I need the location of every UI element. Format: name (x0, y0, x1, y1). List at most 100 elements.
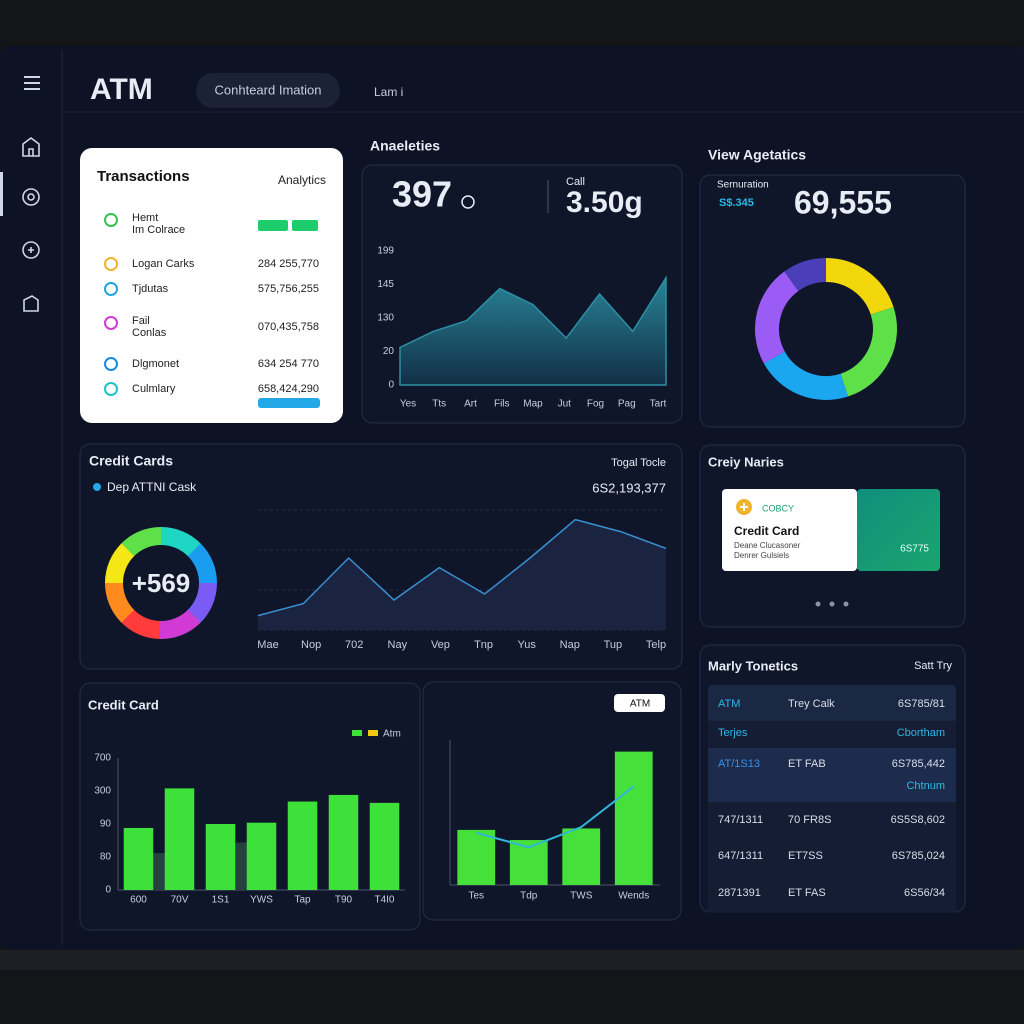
row-icon (104, 282, 118, 296)
x-tick-label: Art (464, 399, 477, 410)
carousel-dots[interactable] (815, 601, 849, 607)
table-title: Marly Tonetics (708, 658, 798, 673)
table-cell: 2871391 (718, 887, 761, 899)
rainbow-segment (105, 581, 135, 623)
x-tick-label: Tes (468, 891, 484, 902)
table-cell: 6S785,442 (892, 758, 945, 770)
legend-swatch (352, 730, 362, 736)
x-tick-label: Yes (400, 399, 416, 410)
table-cell: Cbortham (897, 727, 945, 739)
table-cell: 6S785/81 (898, 698, 945, 710)
credit-cards-title: Credit Cards (89, 453, 173, 469)
x-tick-label: TWS (570, 891, 593, 902)
row-icon (104, 382, 118, 396)
table-cell: 6S56/34 (904, 887, 945, 899)
table-cell: Terjes (718, 727, 748, 739)
row-icon (104, 316, 118, 330)
view-sub: S$.345 (719, 197, 754, 209)
table-cell: 6S5S8,602 (891, 814, 945, 826)
mix-pill[interactable] (614, 694, 665, 712)
x-tick-label: Nap (560, 639, 580, 651)
bar (369, 802, 400, 890)
line (257, 518, 667, 617)
y-tick-label: 145 (377, 279, 394, 290)
row-label: Dlgmonet (132, 358, 179, 370)
donut-segment (755, 271, 799, 364)
donut-segment (784, 258, 827, 292)
menu-icon[interactable] (24, 76, 40, 90)
x-tick-label: Tdp (520, 891, 538, 902)
row-label: Hemt (132, 212, 158, 224)
bar (205, 824, 236, 890)
row-label: Culmlary (132, 383, 176, 395)
row-sub: Im Colrace (132, 224, 185, 236)
donut-label: +569 (132, 568, 191, 598)
rainbow-segment (160, 527, 202, 558)
bars-panel (79, 682, 421, 931)
bar (246, 822, 277, 890)
row-amount: 284 255,770 (258, 258, 319, 270)
table-cell: 747/1311 (718, 814, 763, 826)
x-tick-label: 1S1 (212, 895, 230, 906)
x-tick-label: Jut (558, 399, 572, 410)
table-cell: AT/1S13 (718, 758, 760, 770)
stat-icon (461, 195, 475, 209)
x-tick-label: Vep (431, 639, 450, 651)
credit-cards-legend: Dep ATTNI Cask (107, 480, 197, 494)
x-tick-label: Nop (301, 639, 321, 651)
credit-card-back (857, 489, 940, 571)
credit-card-front[interactable] (722, 489, 857, 571)
bars-title: Credit Card (88, 697, 159, 712)
table-cell: 70 FR8S (788, 814, 831, 826)
stat2-label: Call (566, 176, 585, 188)
view-label: Sernuration (717, 180, 769, 191)
x-tick-label: T4I0 (374, 895, 394, 906)
x-tick-label: Pag (618, 399, 636, 410)
table-cell: ET FAB (788, 758, 826, 770)
y-tick-label: 300 (94, 786, 111, 797)
sidebar-icons[interactable] (22, 137, 40, 312)
table-cell: ET7SS (788, 850, 823, 862)
row-amount: 634 254 770 (258, 358, 319, 370)
y-tick-label: 20 (383, 346, 395, 357)
bar (457, 829, 496, 885)
rainbow-segment (186, 582, 217, 624)
rainbow-segment (121, 527, 163, 557)
bar (328, 794, 359, 890)
rainbow-segment (120, 608, 162, 639)
x-tick-label: 702 (345, 639, 363, 651)
transactions-tab[interactable]: Analytics (278, 173, 326, 187)
x-tick-label: Tap (294, 895, 311, 906)
legend-swatch-alt (368, 730, 378, 736)
card-brand: COBCY (762, 503, 794, 513)
x-tick-label: Map (523, 399, 543, 410)
table-cell: ATM (718, 698, 740, 710)
y-tick-label: 0 (105, 885, 111, 896)
rainbow-segment (159, 609, 201, 639)
x-tick-label: Tup (604, 639, 623, 651)
card-title: Credit Card (734, 524, 799, 538)
table-header-row (708, 685, 956, 721)
y-tick-label: 700 (94, 753, 111, 764)
active-indicator (0, 172, 3, 216)
donut-segment (763, 351, 848, 400)
mix-pill-text: ATM (630, 699, 650, 710)
x-tick-label: Mae (257, 639, 278, 651)
bar (562, 828, 601, 885)
user-name[interactable]: Lam i (374, 85, 403, 99)
row-label: Tjdutas (132, 283, 169, 295)
bar (287, 801, 318, 890)
x-tick-label: YWS (250, 895, 273, 906)
y-tick-label: 0 (388, 380, 394, 391)
bar (123, 827, 154, 890)
rainbow-segment (187, 543, 217, 585)
x-tick-label: T90 (335, 895, 353, 906)
stat2-value: 3.50g (566, 186, 643, 219)
search-box[interactable] (196, 73, 340, 108)
table-highlight-row (708, 748, 956, 802)
table-cell: Trey Calk (788, 698, 835, 710)
table-cell: 647/1311 (718, 850, 763, 862)
table-right: Satt Try (914, 660, 952, 672)
row-amount: 575,756,255 (258, 283, 319, 295)
credy-title: Creiy Naries (708, 454, 784, 469)
